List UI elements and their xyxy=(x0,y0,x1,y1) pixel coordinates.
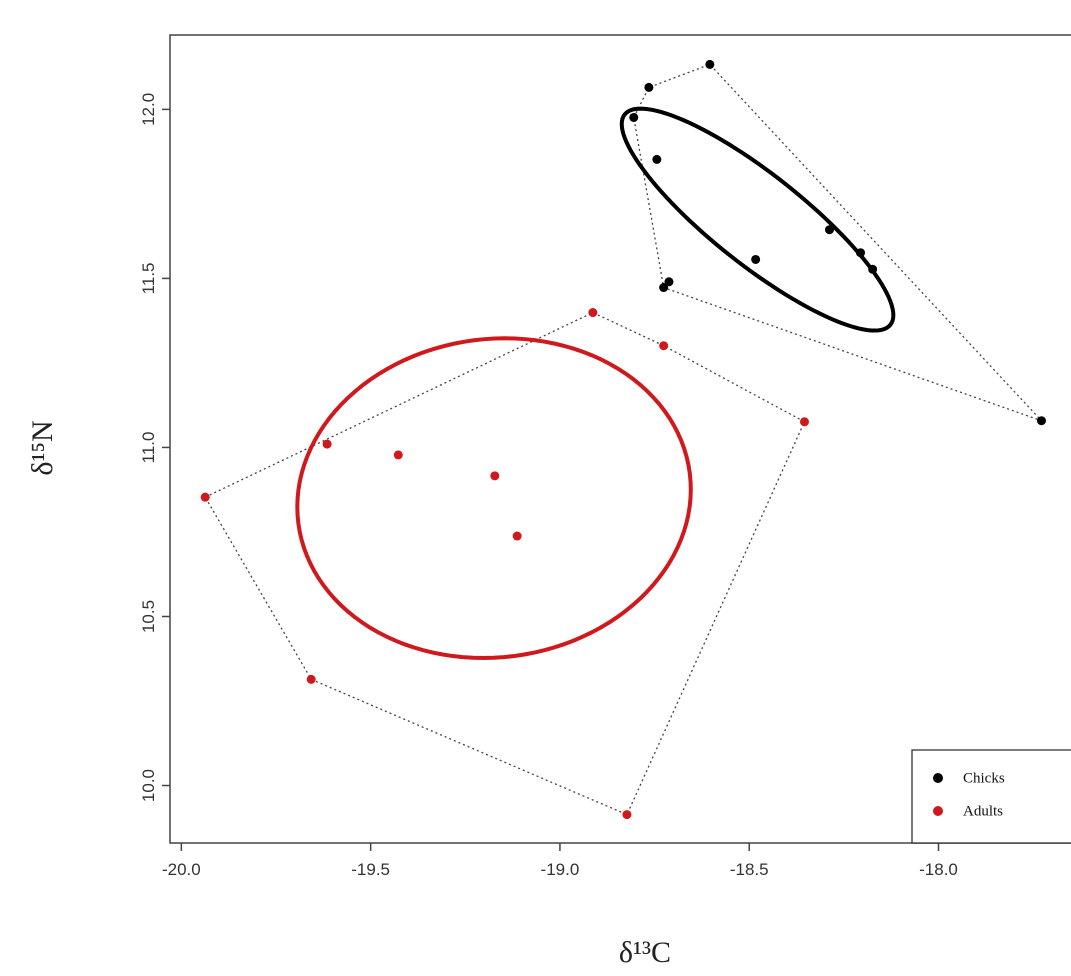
data-point xyxy=(200,492,210,502)
data-point xyxy=(659,283,669,293)
standard-ellipse xyxy=(619,106,896,333)
data-point xyxy=(588,308,598,318)
data-point xyxy=(629,112,639,122)
data-point xyxy=(705,59,715,69)
data-point xyxy=(751,254,761,264)
data-point xyxy=(622,810,632,820)
legend-marker xyxy=(933,773,943,783)
y-tick-label: 10.0 xyxy=(139,769,158,802)
data-point xyxy=(322,439,332,449)
x-tick-label: -19.0 xyxy=(541,860,580,879)
legend-label: Chicks xyxy=(963,770,1005,786)
convex-hull xyxy=(204,311,806,816)
x-tick-label: -18.5 xyxy=(730,860,769,879)
data-point xyxy=(799,417,809,427)
data-point xyxy=(490,471,500,481)
x-tick-label: -20.0 xyxy=(162,860,201,879)
data-point xyxy=(664,277,674,287)
y-axis-title: δ¹⁵N xyxy=(26,420,59,475)
y-tick-label: 11.5 xyxy=(139,263,158,295)
data-point xyxy=(659,341,669,351)
data-point xyxy=(652,154,662,164)
legend-label: Adults xyxy=(963,803,1003,819)
data-point xyxy=(824,225,834,235)
x-tick-label: -19.5 xyxy=(351,860,390,879)
data-point xyxy=(512,531,522,541)
data-point xyxy=(306,674,316,684)
plot-frame xyxy=(169,34,1071,844)
data-point xyxy=(868,264,878,274)
y-tick-label: 10.5 xyxy=(139,600,158,633)
legend-marker xyxy=(933,806,943,816)
y-tick-label: 12.0 xyxy=(139,93,158,126)
data-point xyxy=(856,248,866,258)
x-axis-title: δ¹³C xyxy=(619,936,671,969)
legend-box xyxy=(911,749,1071,844)
standard-ellipse xyxy=(295,336,693,661)
data-point xyxy=(393,450,403,460)
y-tick-label: 11.0 xyxy=(139,432,158,464)
data-point xyxy=(644,82,654,92)
data-point xyxy=(1036,416,1046,426)
x-tick-label: -18.0 xyxy=(919,860,958,879)
convex-hull xyxy=(633,63,1042,422)
